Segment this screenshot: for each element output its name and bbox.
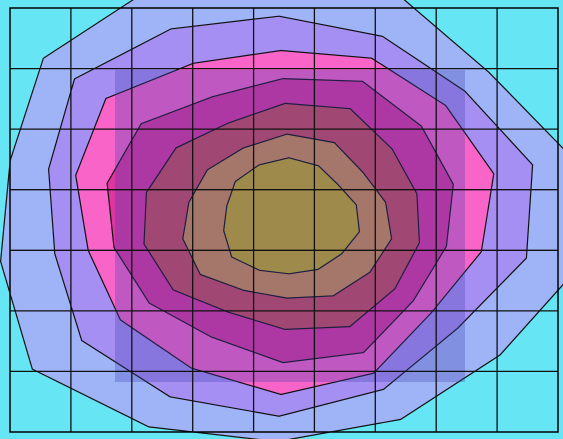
plot-frame: [9, 7, 559, 433]
shaded-overlay: [115, 70, 465, 382]
grid-lines: [10, 8, 558, 432]
